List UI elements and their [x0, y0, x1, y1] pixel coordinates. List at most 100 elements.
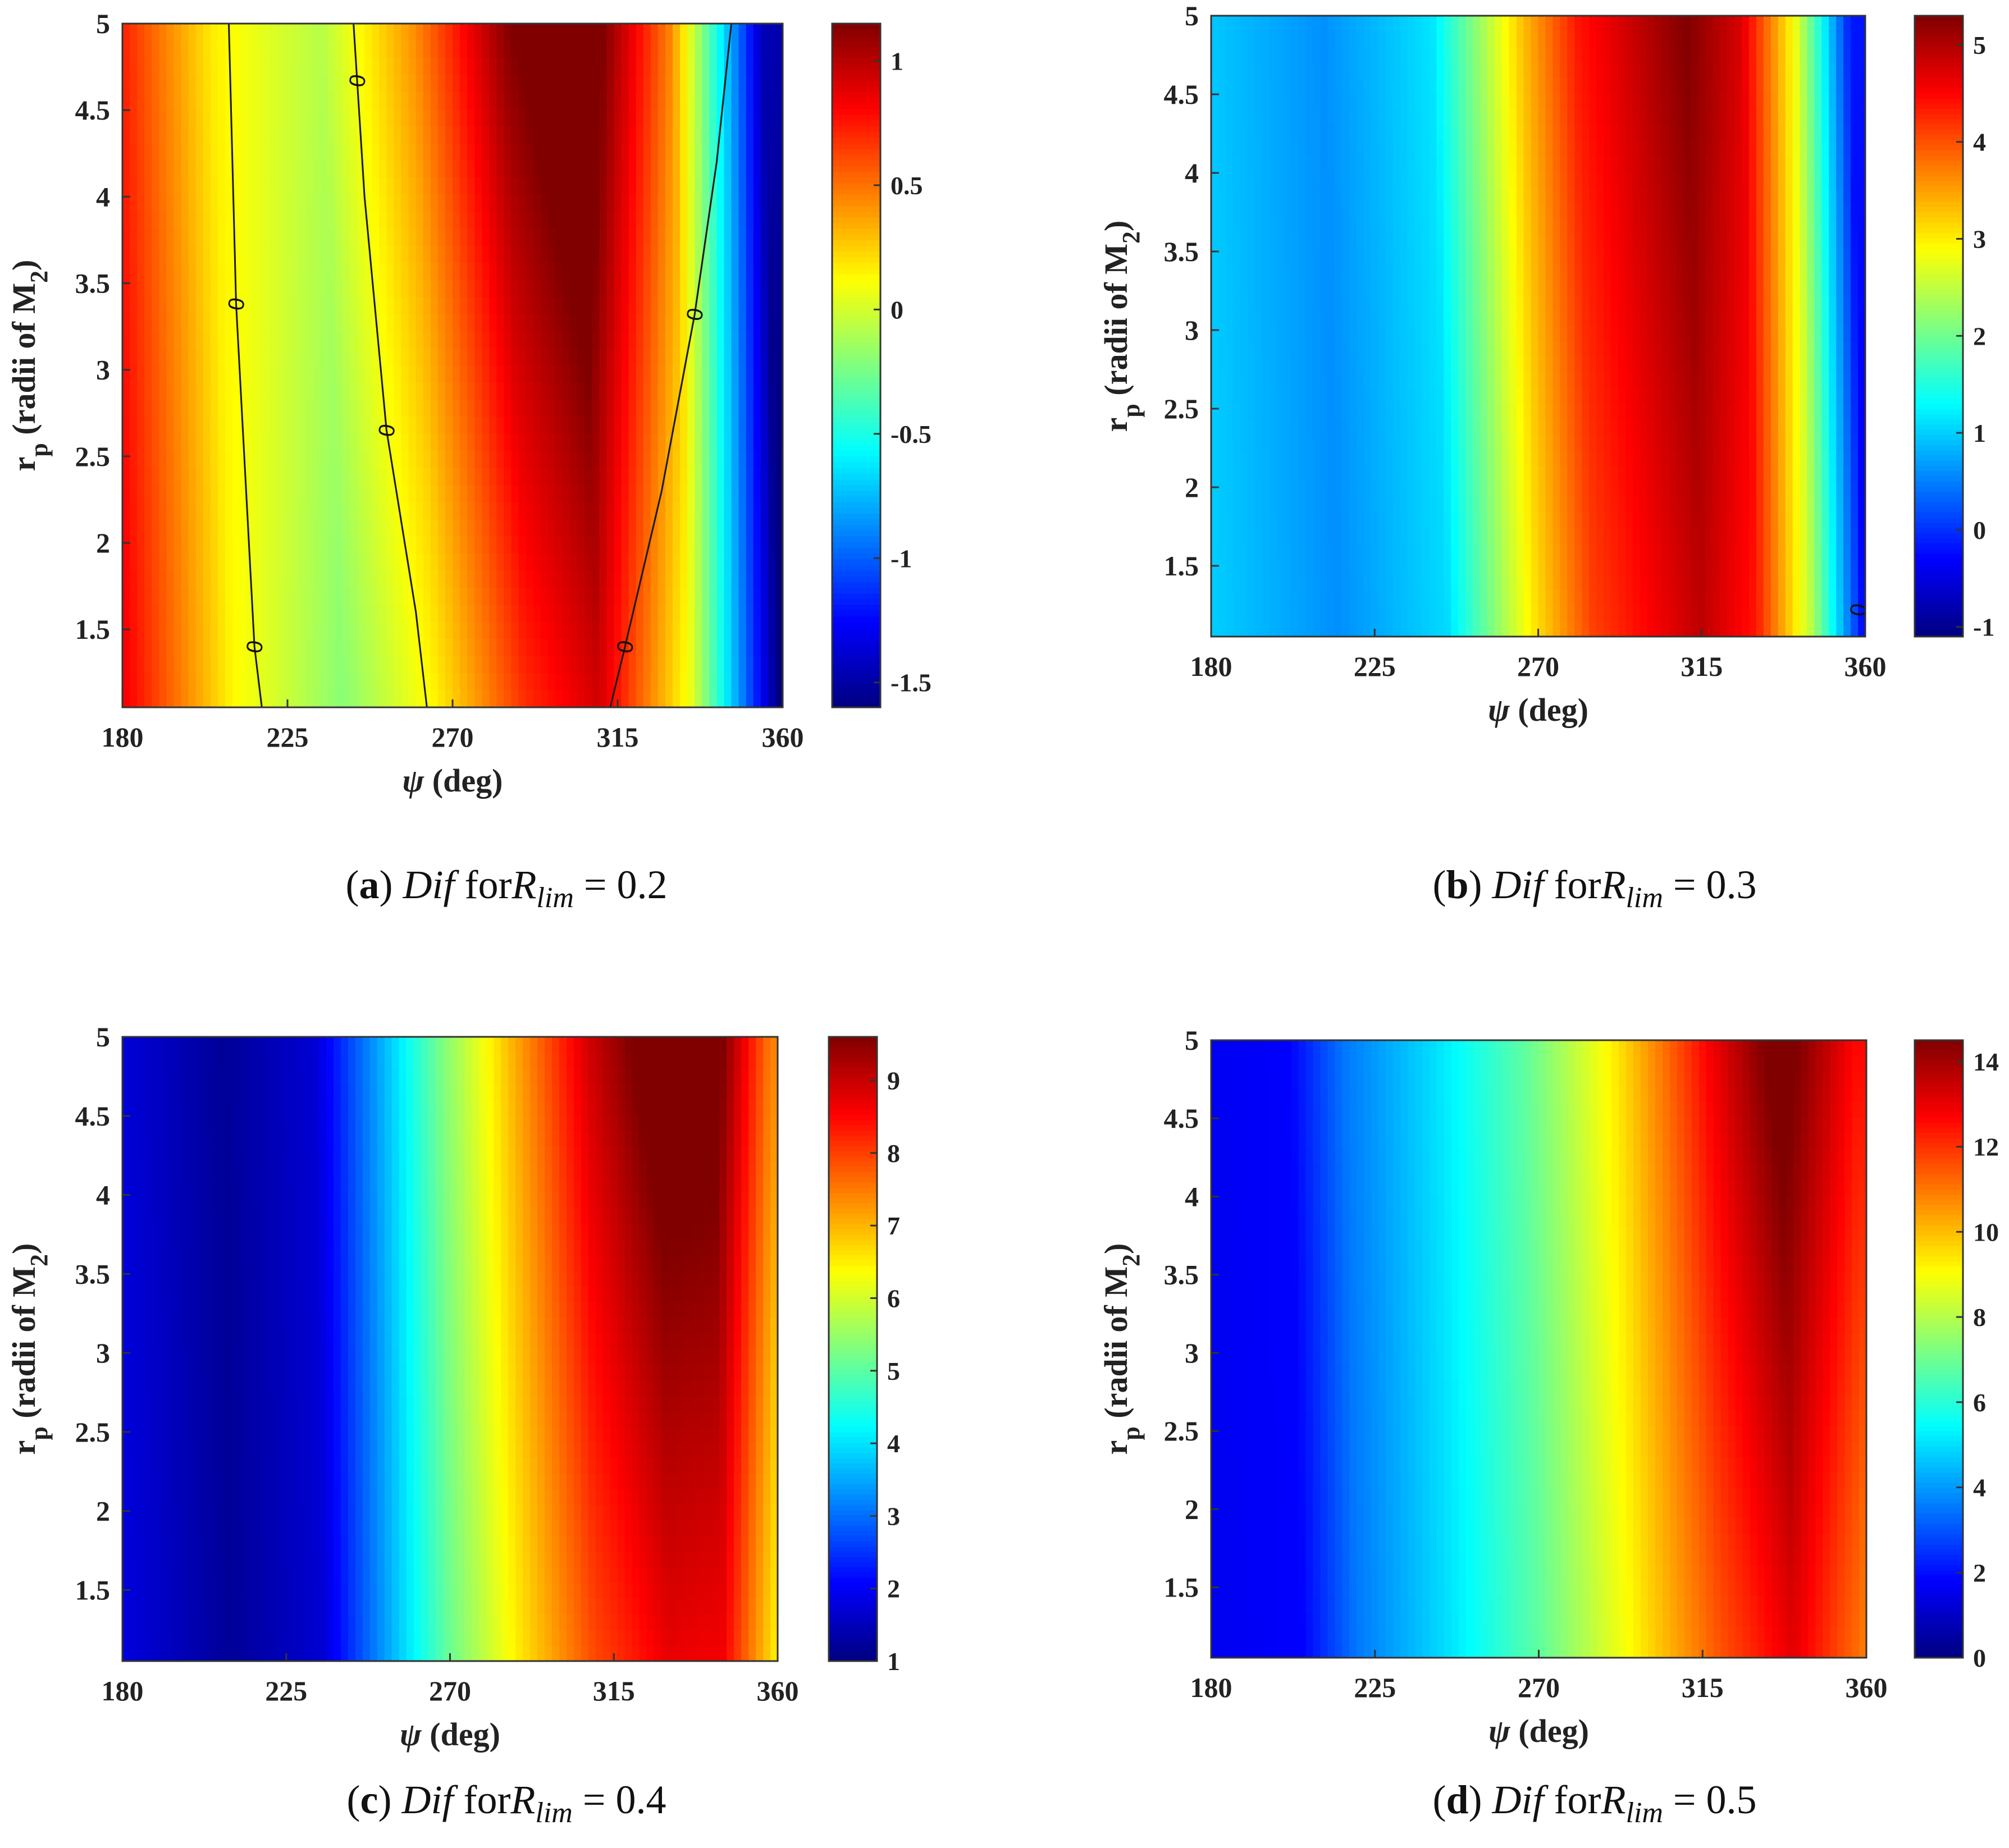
heatmap-cell	[195, 211, 204, 230]
heatmap-cell	[702, 417, 710, 434]
heatmap-cell	[1284, 31, 1292, 48]
heatmap-cell	[445, 314, 453, 332]
heatmap-cell	[1327, 124, 1335, 140]
heatmap-cell	[173, 143, 182, 161]
heatmap-cell	[518, 297, 527, 315]
heatmap-cell	[445, 24, 453, 42]
heatmap-cell	[430, 57, 439, 76]
heatmap-cell	[247, 211, 255, 230]
heatmap-cell	[570, 365, 578, 383]
heatmap-cell	[1254, 140, 1263, 156]
heatmap-cell	[1240, 543, 1248, 560]
heatmap-cell	[746, 331, 754, 349]
heatmap-cell	[1254, 481, 1263, 497]
heatmap-cell	[1407, 388, 1416, 405]
heatmap-cell	[144, 57, 153, 76]
heatmap-cell	[1327, 543, 1335, 560]
heatmap-cell	[144, 109, 153, 127]
heatmap-cell	[724, 382, 732, 400]
heatmap-cell	[1414, 419, 1423, 436]
heatmap-cell	[276, 109, 285, 127]
heatmap-cell	[650, 143, 659, 161]
heatmap-cell	[379, 605, 387, 623]
heatmap-cell	[695, 502, 703, 520]
heatmap-cell	[225, 468, 233, 486]
heatmap-cell	[1254, 186, 1263, 203]
heatmap-cell	[372, 160, 380, 178]
heatmap-cell	[1211, 543, 1219, 560]
heatmap-cell	[1349, 140, 1357, 156]
heatmap-cell	[621, 365, 629, 383]
heatmap-cell	[760, 57, 769, 76]
heatmap-cell	[474, 245, 483, 264]
heatmap-cell	[1291, 605, 1299, 622]
heatmap-cell	[430, 245, 439, 264]
heatmap-cell	[1363, 31, 1372, 48]
heatmap-cell	[673, 228, 681, 246]
heatmap-cell	[1240, 140, 1248, 156]
heatmap-cell	[408, 194, 417, 212]
heatmap-cell	[1291, 543, 1299, 560]
heatmap-cell	[606, 656, 615, 674]
heatmap-cell	[1225, 155, 1234, 172]
heatmap-cell	[416, 502, 424, 520]
heatmap-cell	[695, 656, 703, 674]
heatmap-cell	[210, 639, 218, 657]
heatmap-cell	[401, 194, 409, 212]
heatmap-cell	[1240, 47, 1248, 63]
heatmap-cell	[364, 639, 373, 657]
heatmap-cell	[1240, 574, 1248, 591]
heatmap-cell	[563, 280, 570, 298]
heatmap-cell	[262, 109, 270, 127]
heatmap-cell	[327, 92, 336, 110]
heatmap-cell	[173, 485, 182, 503]
heatmap-cell	[460, 690, 468, 708]
heatmap-cell	[166, 280, 175, 298]
heatmap-cell	[386, 194, 395, 212]
heatmap-cell	[1291, 481, 1299, 497]
heatmap-cell	[482, 502, 490, 520]
heatmap-cell	[1392, 621, 1401, 637]
heatmap-cell	[1414, 559, 1423, 575]
heatmap-cell	[636, 126, 644, 144]
heatmap-cell	[1407, 108, 1416, 125]
heatmap-cell	[1422, 108, 1430, 125]
heatmap-cell	[555, 382, 563, 400]
colorbar-segment	[832, 605, 880, 611]
heatmap-cell	[570, 621, 578, 639]
heatmap-cell	[423, 228, 431, 246]
heatmap-cell	[504, 92, 512, 110]
heatmap-cell	[731, 75, 739, 93]
heatmap-cell	[130, 40, 138, 58]
heatmap-cell	[1240, 93, 1248, 109]
heatmap-cell	[181, 605, 189, 623]
heatmap-cell	[636, 24, 644, 42]
heatmap-cell	[144, 177, 153, 195]
heatmap-cell	[460, 143, 468, 161]
heatmap-cell	[695, 160, 703, 178]
heatmap-cell	[1422, 404, 1430, 420]
heatmap-cell	[320, 194, 328, 212]
heatmap-cell	[320, 519, 328, 537]
heatmap-cell	[1218, 248, 1226, 265]
heatmap-cell	[137, 160, 145, 178]
heatmap-cell	[130, 621, 138, 639]
heatmap-cell	[144, 160, 153, 178]
heatmap-cell	[731, 587, 739, 606]
heatmap-cell	[240, 109, 248, 127]
heatmap-cell	[276, 536, 285, 554]
heatmap-cell	[467, 502, 475, 520]
heatmap-cell	[1363, 419, 1372, 436]
heatmap-cell	[599, 331, 608, 349]
heatmap-cell	[1284, 419, 1292, 436]
heatmap-cell	[262, 297, 270, 315]
heatmap-cell	[614, 433, 622, 452]
heatmap-cell	[364, 348, 373, 366]
heatmap-cell	[650, 536, 659, 554]
colorbar-segment	[832, 200, 880, 207]
heatmap-cell	[1269, 559, 1277, 575]
heatmap-cell	[489, 280, 497, 298]
heatmap-cell	[364, 417, 373, 434]
heatmap-cell	[467, 126, 475, 144]
heatmap-cell	[731, 228, 739, 246]
